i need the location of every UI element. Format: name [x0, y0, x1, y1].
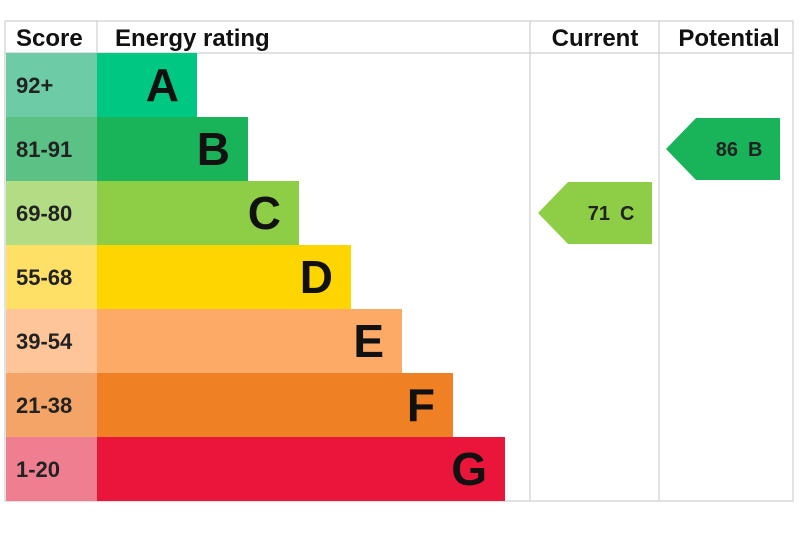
header-energy-rating: Energy rating: [115, 25, 270, 52]
band-letter-c: C: [248, 187, 281, 239]
score-label-d: 55-68: [16, 265, 72, 290]
score-label-e: 39-54: [16, 329, 73, 354]
header-score: Score: [16, 25, 83, 52]
band-bar-g: [97, 437, 505, 501]
current-rating-arrow: 71 C: [538, 182, 652, 244]
band-bar-c: [97, 181, 299, 245]
score-cell-b: [6, 117, 97, 181]
band-rows: 92+ A 81-91 B 69-80 C 55-68 D 39-54 E 21-38 F 1-20 G: [6, 53, 505, 501]
band-bar-f: [97, 373, 453, 437]
band-bar-b: [97, 117, 248, 181]
header-current: Current: [552, 25, 639, 52]
band-bar-d: [97, 245, 351, 309]
band-letter-d: D: [300, 251, 333, 303]
score-label-g: 1-20: [16, 457, 60, 482]
score-cell-c: [6, 181, 97, 245]
band-bar-e: [97, 309, 402, 373]
score-cell-e: [6, 309, 97, 373]
score-label-c: 69-80: [16, 201, 72, 226]
band-letter-b: B: [197, 123, 230, 175]
band-bar-a: [97, 53, 197, 117]
potential-arrow-value: 86: [716, 139, 738, 161]
potential-rating-arrow: 86 B: [666, 118, 780, 180]
score-cell-d: [6, 245, 97, 309]
potential-arrow-shape: [666, 118, 780, 180]
score-cell-f: [6, 373, 97, 437]
band-letter-g: G: [451, 443, 487, 495]
current-arrow-value: 71: [588, 203, 610, 225]
score-label-b: 81-91: [16, 137, 72, 162]
potential-arrow-letter: B: [748, 139, 762, 161]
header-potential: Potential: [678, 25, 779, 52]
band-letter-a: A: [146, 59, 179, 111]
band-letter-f: F: [407, 379, 435, 431]
current-arrow-letter: C: [620, 203, 634, 225]
score-label-f: 21-38: [16, 393, 72, 418]
score-cell-a: [6, 53, 97, 117]
score-cell-g: [6, 437, 97, 501]
score-label-a: 92+: [16, 73, 53, 98]
current-arrow-shape: [538, 182, 652, 244]
band-letter-e: E: [353, 315, 384, 367]
